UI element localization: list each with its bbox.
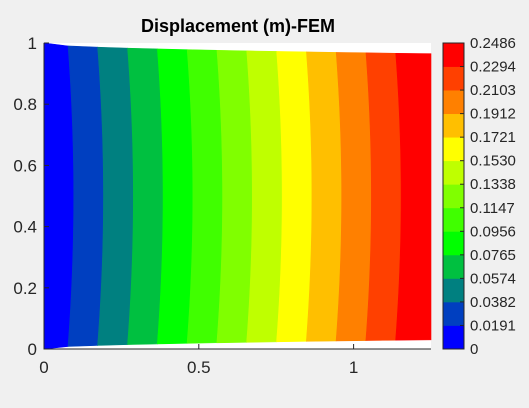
colorbar-tick-label: 0.1338	[470, 176, 516, 193]
contour-band-12	[395, 52, 432, 341]
y-axis-ticks: 0 0.2 0.4 0.6 0.8 1	[13, 34, 49, 359]
colorbar-tick-label: 0.1530	[470, 153, 516, 170]
colorbar-swatch-11	[443, 66, 464, 91]
colorbar-tick-label: 0	[470, 341, 478, 358]
y-tick-label: 0.6	[13, 156, 37, 175]
x-tick-label: 1	[349, 358, 358, 377]
colorbar-tick-label: 0.0956	[470, 223, 516, 240]
colorbar-tick-label: 0.2294	[470, 59, 516, 76]
colorbar-swatch-6	[443, 184, 464, 209]
colorbar-swatch-1	[443, 301, 464, 326]
colorbar-swatch-9	[443, 113, 464, 138]
colorbar-swatch-10	[443, 90, 464, 115]
colorbar-swatch-8	[443, 137, 464, 162]
colorbar-swatch-5	[443, 207, 464, 232]
contour-band-0	[43, 42, 75, 350]
colorbar-tick-label: 0.2486	[470, 35, 516, 52]
x-tick-label: 0.5	[187, 358, 211, 377]
colorbar: 0 0.0191 0.0382 0.0574 0.0765 0.0956 0.1147 0.1…	[442, 35, 516, 358]
colorbar-tick-label: 0.0191	[470, 317, 516, 334]
colorbar-tick-label: 0.1912	[470, 106, 516, 123]
y-tick-label: 1	[28, 34, 37, 53]
colorbar-ticks: 0 0.0191 0.0382 0.0574 0.0765 0.0956 0.1147 0.1…	[460, 35, 516, 358]
colorbar-frame	[442, 42, 465, 350]
colorbar-tick-label: 0.1147	[470, 200, 515, 217]
y-tick-label: 0.2	[13, 279, 37, 298]
chart-title: Displacement (m)-FEM	[141, 16, 335, 36]
colorbar-swatch-4	[443, 231, 464, 256]
x-tick-label: 0	[39, 358, 48, 377]
colorbar-swatch-0	[443, 325, 464, 350]
colorbar-tick-label: 0.1721	[470, 129, 516, 146]
y-tick-label: 0	[28, 340, 37, 359]
contour-band-10	[335, 52, 372, 342]
colorbar-tick-label: 0.0574	[470, 270, 516, 287]
colorbar-swatch-7	[443, 160, 464, 185]
contour-bands	[43, 42, 432, 350]
colorbar-swatches	[443, 43, 464, 350]
colorbar-swatch-3	[443, 254, 464, 279]
colorbar-swatch-2	[443, 278, 464, 303]
colorbar-tick-label: 0.2103	[470, 82, 516, 99]
plot-area: 0 0.5 1 00.20.40.60.81	[13, 34, 432, 377]
colorbar-tick-label: 0.0765	[470, 247, 516, 264]
colorbar-swatch-12	[443, 43, 464, 67]
y-tick-label: 0.8	[13, 95, 37, 114]
y-tick-label: 0.4	[13, 218, 37, 237]
colorbar-tick-label: 0.0382	[470, 294, 516, 311]
contour-band-9	[305, 51, 342, 342]
contour-band-11	[365, 52, 402, 341]
x-axis-ticks: 0 0.5 1	[39, 344, 358, 377]
